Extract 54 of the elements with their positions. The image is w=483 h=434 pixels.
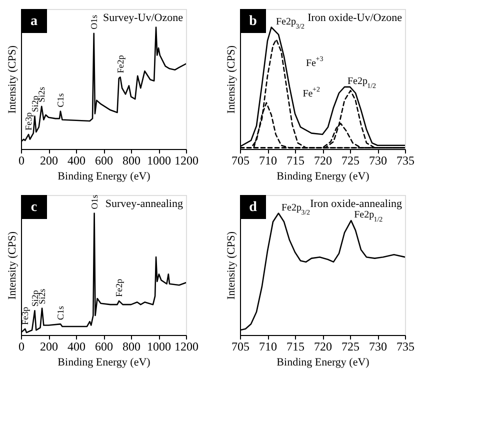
annotation: Fe3p [24,112,34,130]
annotation: c [30,200,38,215]
x-tick-label: 705 [232,154,250,168]
x-axis-title: Binding Energy (eV) [58,356,151,368]
x-tick-label: 0 [18,340,24,354]
x-tick-label: 720 [314,340,332,354]
chart-title: Survey-annealing [105,198,184,210]
x-tick-label: 735 [396,154,414,168]
annotation: Fe3p [20,306,30,325]
annotation: O1s [88,14,99,30]
y-axis-title: Intensity (CPS) [226,45,238,114]
x-tick-label: 715 [286,154,304,168]
x-tick-label: 400 [68,154,86,168]
y-axis-title: Intensity (CPS) [6,231,18,300]
x-tick-label: 730 [369,154,387,168]
x-tick-label: 200 [40,340,58,354]
x-tick-label: 600 [95,154,113,168]
x-tick-label: 715 [286,340,304,354]
annotation: Si2p [30,95,40,112]
x-tick-label: 1000 [147,154,171,168]
chart-title: Survey-Uv/Ozone [102,12,184,24]
x-tick-label: 600 [95,340,113,354]
x-axis-title: Binding Energy (eV) [58,170,151,182]
x-tick-label: 400 [68,340,86,354]
annotation: C1s [55,306,66,320]
annotation: O1s [89,194,100,210]
x-tick-label: 725 [342,154,360,168]
x-tick-label: 800 [122,340,140,354]
x-tick-label: 200 [40,154,58,168]
x-tick-label: 725 [342,340,360,354]
annotation: a [30,14,38,29]
y-axis-title: Intensity (CPS) [226,231,238,300]
x-tick-label: 730 [369,340,387,354]
x-tick-label: 720 [314,154,332,168]
chart-title: Iron oxide-annealing [310,198,402,210]
x-axis-title: Binding Energy (eV) [276,356,370,368]
x-tick-label: 1200 [174,340,198,354]
chart-title: Iron oxide-Uv/Ozone [308,12,402,24]
annotation: Fe2p [114,278,124,297]
annotation: Fe2p [115,54,126,74]
y-axis-title: Intensity (CPS) [6,45,18,114]
x-tick-label: 705 [232,340,250,354]
x-tick-label: 1000 [147,340,171,354]
annotation: b [249,14,258,29]
annotation: C1s [55,92,66,108]
x-tick-label: 0 [18,154,24,168]
x-tick-label: 1200 [174,154,198,168]
x-tick-label: 800 [122,154,140,168]
x-tick-label: 710 [259,340,277,354]
annotation: d [249,200,258,215]
annotation: Si2p [30,290,40,307]
x-axis-title: Binding Energy (eV) [276,170,370,182]
x-tick-label: 710 [259,154,277,168]
x-tick-label: 735 [396,340,414,354]
